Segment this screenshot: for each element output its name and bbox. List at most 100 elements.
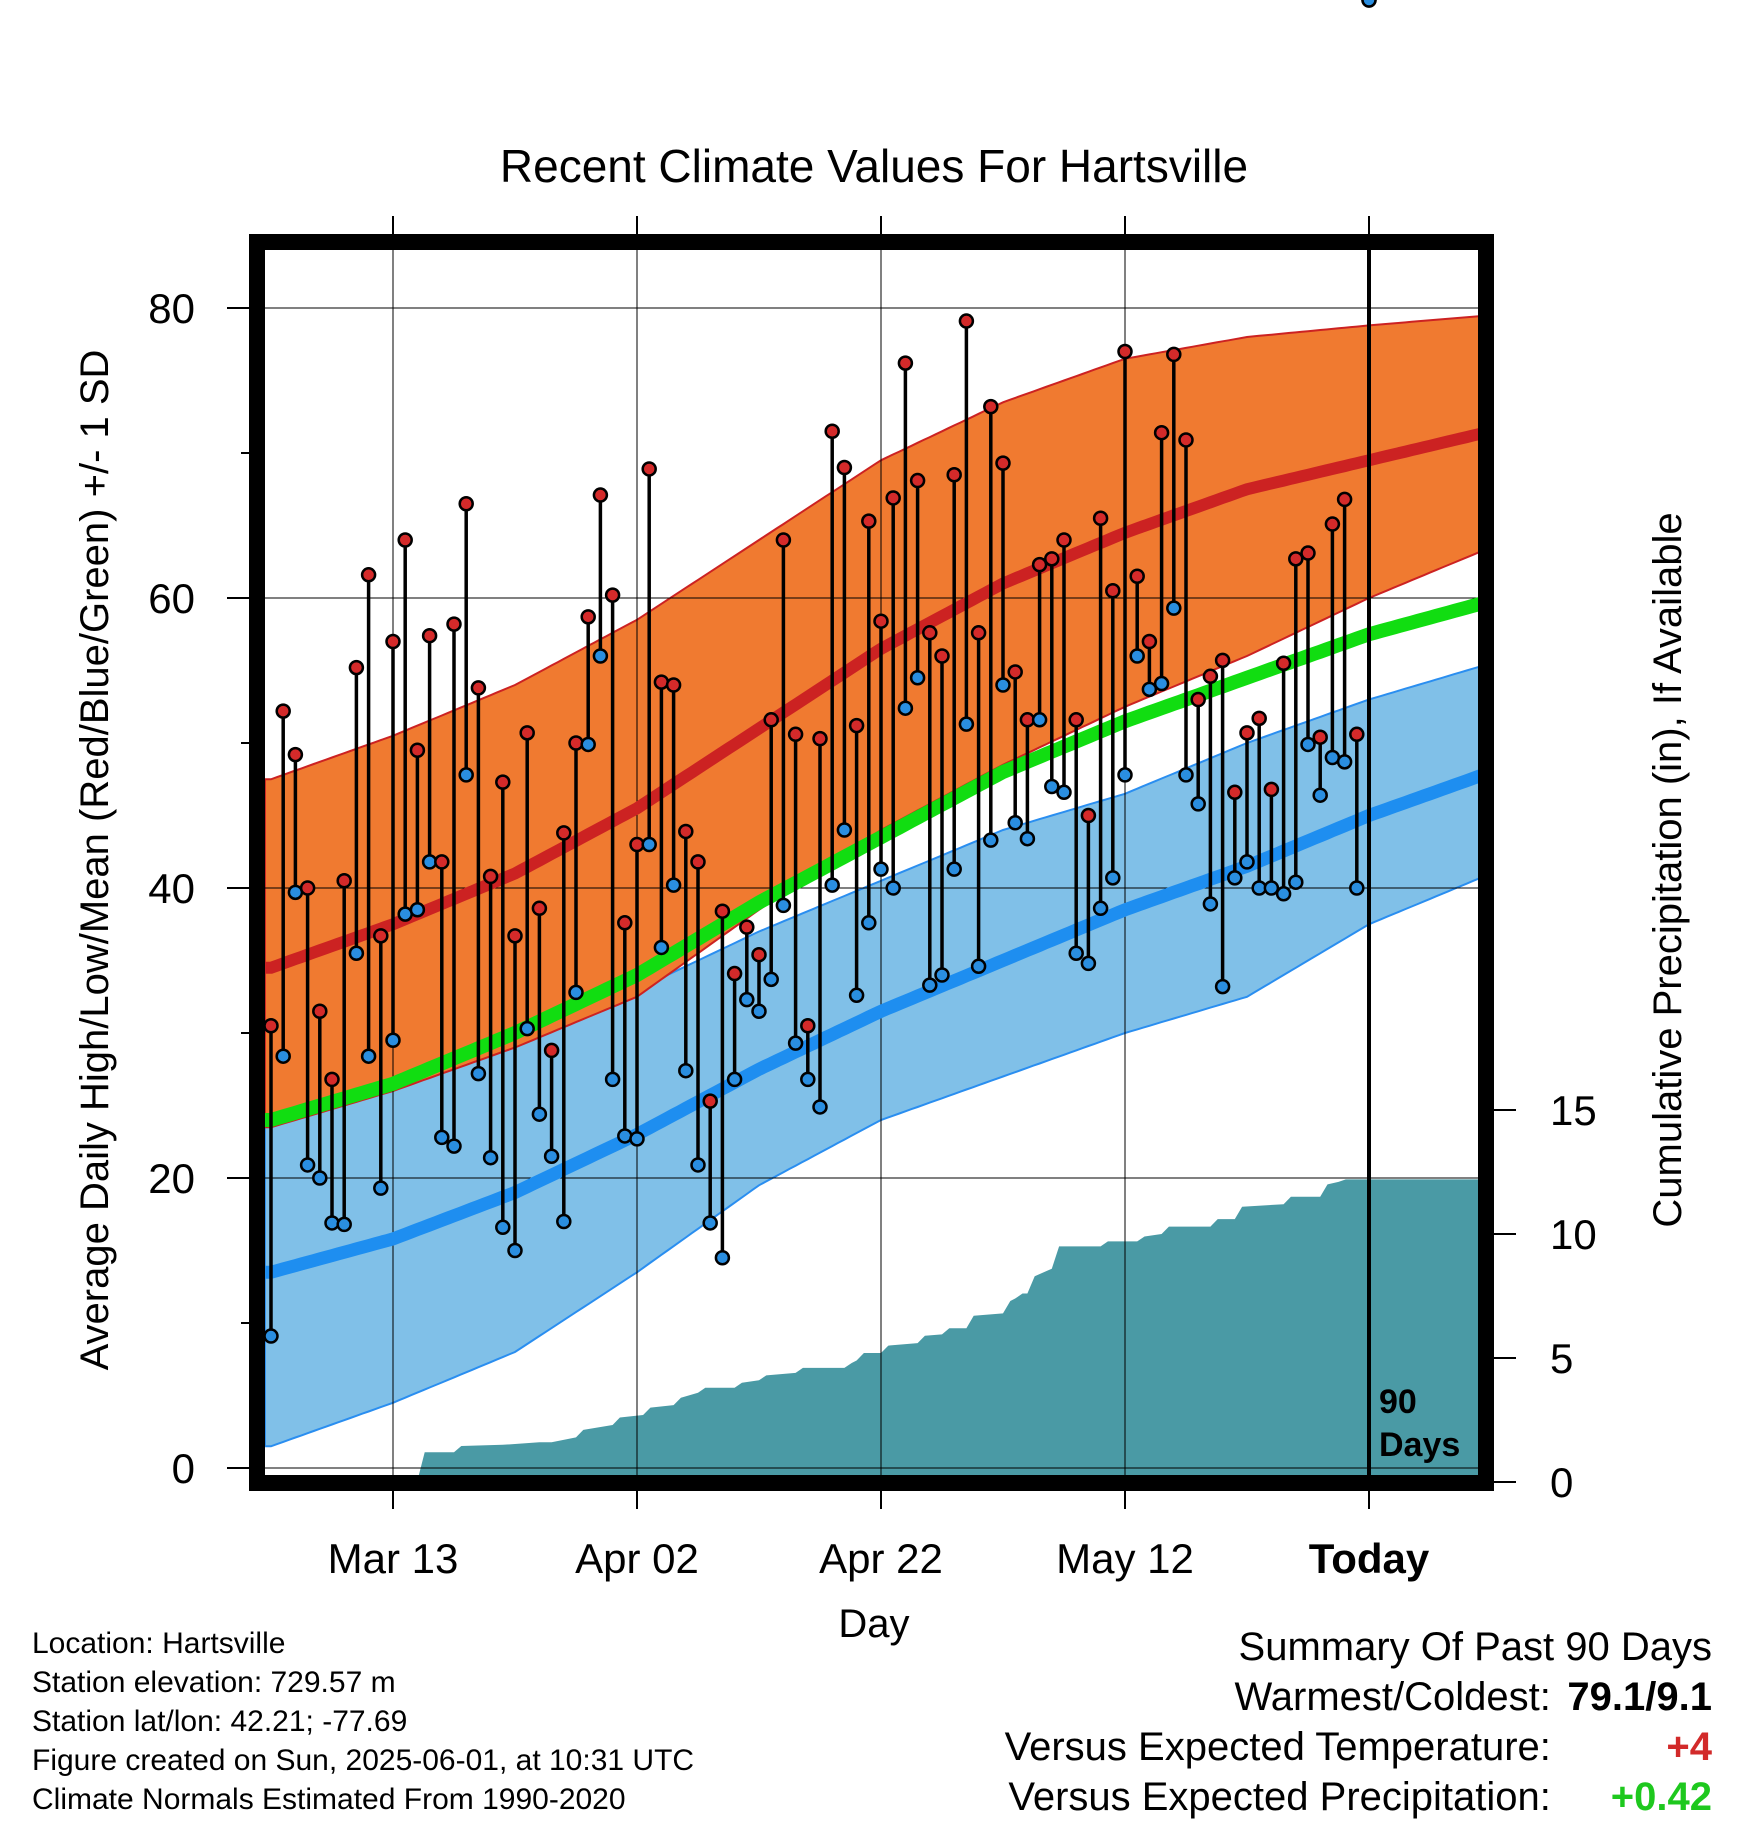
daily-high-point	[787, 726, 804, 743]
daily-low-point	[409, 902, 426, 918]
daily-high-point	[1117, 343, 1133, 360]
y-tick-label: 60	[148, 575, 195, 622]
daily-high-point	[678, 823, 694, 840]
daily-high-point	[385, 633, 401, 650]
daily-high-point	[970, 625, 987, 641]
daily-high-point	[360, 567, 377, 583]
temp-vs-expected-value: +4	[1666, 1725, 1712, 1769]
daily-low-point	[543, 1148, 560, 1164]
daily-high-point	[1080, 807, 1097, 824]
daily-low-point	[775, 897, 792, 914]
x-tick-label: Mar 13	[328, 1535, 459, 1582]
daily-low-point	[458, 767, 474, 783]
daily-high-point	[653, 674, 670, 690]
precipitation-fill	[271, 1179, 1486, 1482]
daily-low-point	[360, 1048, 377, 1064]
daily-low-point	[592, 648, 609, 664]
daily-high-point	[324, 1071, 340, 1088]
daily-observations	[263, 0, 1377, 1344]
normal-high-line	[264, 426, 1486, 974]
daily-low-point	[690, 1157, 706, 1173]
daily-low-point	[934, 967, 950, 983]
y-axis-label: Average Daily High/Low/Mean (Red/Blue/Gr…	[73, 350, 117, 1371]
y2-axis-label: Cumulative Precipitation (in), If Availa…	[1646, 512, 1690, 1227]
daily-high-point	[1007, 664, 1023, 680]
daily-low-point	[1007, 815, 1023, 831]
daily-high-point	[995, 455, 1011, 471]
daily-high-point	[299, 880, 316, 896]
daily-low-point	[629, 1131, 645, 1147]
daily-high-point	[861, 513, 877, 529]
low-sd-band	[263, 663, 1486, 1448]
daily-high-point	[1288, 551, 1304, 567]
daily-low-point	[909, 670, 926, 686]
warmest-coldest-label: Warmest/Coldest:	[1234, 1675, 1551, 1719]
daily-low-point	[946, 861, 962, 877]
daily-high-point	[958, 313, 975, 329]
daily-high-point	[751, 946, 767, 963]
daily-low-point	[714, 1250, 731, 1266]
daily-low-point	[1288, 874, 1304, 890]
daily-high-point	[909, 472, 926, 489]
daily-high-point	[702, 1093, 718, 1109]
daily-high-point	[1141, 633, 1158, 650]
daily-low-point	[653, 939, 670, 956]
temp-vs-expected-label: Versus Expected Temperature:	[1004, 1725, 1551, 1769]
daily-high-point	[775, 532, 792, 548]
daily-high-point	[714, 903, 731, 919]
today-marker-label-days-word: Days	[1379, 1426, 1460, 1464]
daily-high-point	[409, 742, 426, 758]
plot-border	[249, 234, 1494, 1491]
daily-high-point	[812, 730, 828, 747]
daily-low-point	[1275, 886, 1292, 902]
daily-high-point	[1153, 424, 1170, 441]
daily-high-point	[824, 423, 840, 439]
daily-low-point	[1129, 648, 1145, 664]
daily-low-point	[495, 1219, 511, 1236]
daily-low-point	[604, 1071, 621, 1088]
y2-tick-label: 15	[1550, 1087, 1597, 1134]
daily-high-point	[421, 627, 438, 644]
daily-low-point	[531, 1106, 548, 1122]
daily-low-point	[641, 836, 657, 853]
daily-high-point	[543, 1042, 560, 1059]
daily-low-point	[568, 984, 584, 1001]
y2-tick-label: 10	[1550, 1211, 1597, 1258]
y-tick-label: 40	[148, 865, 195, 912]
daily-high-point	[1227, 784, 1243, 801]
location-text: Location: Hartsville	[32, 1627, 286, 1660]
summary-title: Summary Of Past 90 Days	[1238, 1625, 1712, 1669]
daily-high-point	[507, 928, 523, 944]
x-tick-label: Apr 02	[575, 1535, 699, 1582]
daily-high-point	[495, 774, 511, 790]
plot-frame: 90 Days	[249, 234, 1494, 1491]
daily-low-point	[983, 832, 999, 848]
daily-high-point	[800, 1018, 816, 1034]
daily-low-point	[1044, 778, 1060, 795]
daily-high-point	[1129, 568, 1145, 584]
daily-high-point	[1300, 545, 1316, 561]
daily-high-point	[1068, 712, 1084, 728]
daily-high-point	[1178, 432, 1194, 448]
daily-high-point	[1105, 583, 1121, 599]
daily-high-point	[1202, 668, 1219, 685]
daily-high-point	[434, 854, 450, 870]
y2-tick-label: 5	[1550, 1335, 1573, 1382]
daily-low-point	[958, 716, 975, 732]
created-text: Figure created on Sun, 2025-06-01, at 10…	[32, 1744, 695, 1777]
daily-low-point	[763, 971, 779, 988]
daily-low-point	[385, 1032, 401, 1048]
daily-low-point	[312, 1170, 328, 1186]
daily-low-point	[336, 1216, 352, 1233]
elevation-text: Station elevation: 729.57 m	[32, 1666, 396, 1699]
daily-low-point	[1336, 754, 1353, 770]
daily-low-point	[263, 1328, 279, 1344]
daily-high-point	[336, 873, 352, 889]
y-tick-label: 20	[148, 1155, 195, 1202]
daily-high-point	[1092, 510, 1109, 526]
daily-high-point	[568, 735, 584, 751]
precip-vs-expected-label: Versus Expected Precipitation:	[1008, 1775, 1551, 1819]
daily-low-point	[1153, 675, 1170, 692]
daily-high-point	[726, 965, 743, 982]
